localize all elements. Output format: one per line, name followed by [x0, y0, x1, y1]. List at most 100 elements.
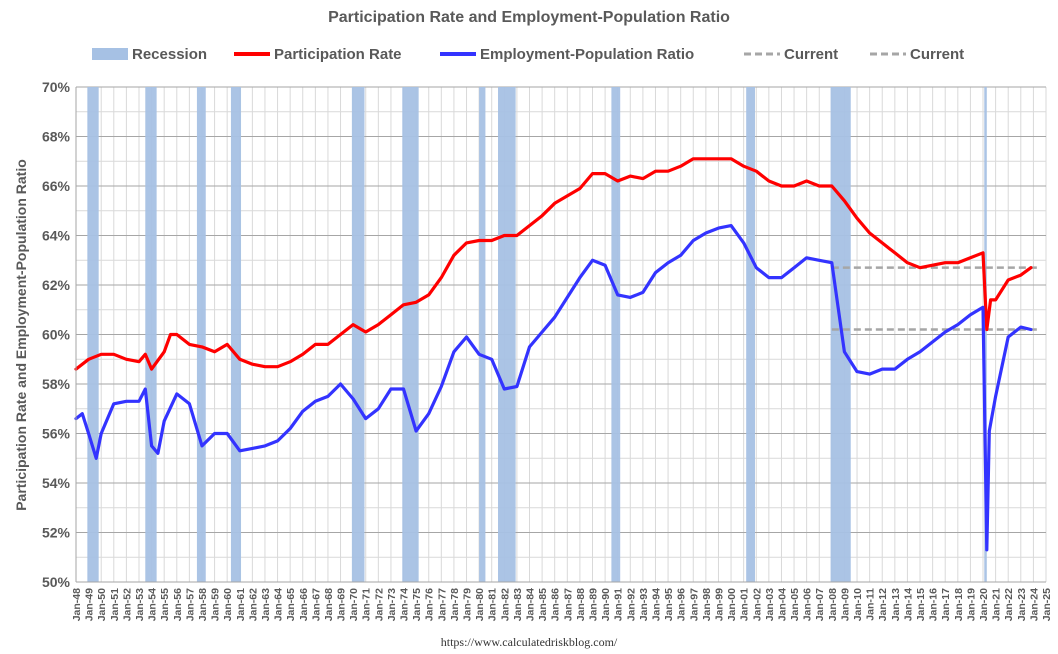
y-tick-label: 66% [42, 178, 71, 194]
x-tick-label: Jan-74 [399, 588, 411, 621]
legend-swatch [92, 48, 128, 60]
x-tick-label: Jan-04 [777, 588, 789, 621]
current-lines [831, 266, 1040, 331]
x-tick-label: Jan-49 [84, 588, 96, 621]
x-tick-label: Jan-12 [877, 588, 889, 621]
x-tick-label: Jan-52 [121, 588, 133, 621]
series-line [74, 224, 1033, 552]
x-tick-label: Jan-19 [965, 588, 977, 621]
x-tick-label: Jan-01 [739, 588, 751, 621]
x-tick-label: Jan-18 [953, 588, 965, 621]
x-tick-label: Jan-17 [940, 588, 952, 621]
x-tick-label: Jan-14 [902, 588, 914, 621]
x-tick-label: Jan-79 [462, 588, 474, 621]
x-tick-label: Jan-50 [96, 588, 108, 621]
x-tick-label: Jan-78 [449, 588, 461, 621]
chart-title: Participation Rate and Employment-Popula… [328, 9, 730, 26]
y-tick-label: 62% [42, 277, 71, 293]
x-tick-label: Jan-87 [562, 588, 574, 621]
x-tick-label: Jan-57 [184, 588, 196, 621]
x-tick-label: Jan-72 [373, 588, 385, 621]
x-tick-label: Jan-59 [210, 588, 222, 621]
y-tick-label: 68% [42, 129, 71, 145]
x-tick-label: Jan-95 [663, 588, 675, 621]
x-tick-label: Jan-64 [273, 588, 285, 621]
x-tick-label: Jan-23 [1016, 588, 1028, 621]
y-axis-label: Participation Rate and Employment-Popula… [13, 159, 29, 511]
x-tick-label: Jan-24 [1028, 588, 1040, 621]
legend-label: Current [784, 46, 838, 63]
legend-item: Recession [92, 46, 207, 63]
x-tick-label: Jan-09 [839, 588, 851, 621]
y-tick-label: 64% [42, 228, 71, 244]
x-tick-label: Jan-06 [802, 588, 814, 621]
x-tick-label: Jan-92 [625, 588, 637, 621]
y-tick-label: 60% [42, 327, 71, 343]
x-tick-label: Jan-11 [865, 588, 877, 621]
x-tick-label: Jan-66 [298, 588, 310, 621]
x-tick-label: Jan-98 [701, 588, 713, 621]
x-tick-label: Jan-69 [336, 588, 348, 621]
recession-band [611, 87, 621, 582]
x-tick-label: Jan-02 [751, 588, 763, 621]
x-tick-label: Jan-21 [991, 588, 1003, 621]
x-tick-label: Jan-05 [789, 588, 801, 621]
x-tick-label: Jan-70 [348, 588, 360, 621]
x-tick-label: Jan-88 [575, 588, 587, 621]
x-tick-label: Jan-84 [525, 588, 537, 621]
y-tick-label: 54% [42, 475, 71, 491]
x-tick-label: Jan-73 [386, 588, 398, 621]
gridlines [75, 86, 1047, 583]
y-tick-label: 58% [42, 376, 71, 392]
x-tick-label: Jan-99 [714, 588, 726, 621]
x-tick-label: Jan-62 [247, 588, 259, 621]
x-tick-label: Jan-03 [764, 588, 776, 621]
recession-band [746, 87, 755, 582]
x-tick-label: Jan-96 [676, 588, 688, 621]
x-tick-label: Jan-55 [159, 588, 171, 621]
recession-band [479, 87, 486, 582]
legend-label: Current [910, 46, 964, 63]
x-axis-ticks: Jan-48 Jan-49 Jan-50 Jan-51 Jan-52 Jan-53 Jan-… [71, 588, 1053, 621]
x-tick-label: Jan-53 [134, 588, 146, 621]
x-tick-label: Jan-25 [1041, 588, 1053, 621]
recession-band [87, 87, 99, 582]
recession-band [196, 87, 206, 582]
x-tick-label: Jan-48 [71, 588, 83, 621]
recession-band [984, 87, 987, 582]
x-tick-label: Jan-07 [814, 588, 826, 621]
y-tick-label: 56% [42, 426, 71, 442]
x-tick-label: Jan-76 [424, 588, 436, 621]
legend-item: Current [744, 46, 838, 63]
y-tick-label: 70% [42, 79, 71, 95]
x-tick-label: Jan-82 [499, 588, 511, 621]
legend: Recession Participation Rate Employment-Po… [92, 46, 964, 63]
x-tick-label: Jan-80 [474, 588, 486, 621]
recession-band [498, 87, 516, 582]
legend-item: Current [870, 46, 964, 63]
x-tick-label: Jan-75 [411, 588, 423, 621]
legend-item: Participation Rate [234, 46, 402, 63]
x-tick-label: Jan-63 [260, 588, 272, 621]
recession-band [230, 87, 242, 582]
x-tick-label: Jan-81 [487, 588, 499, 621]
recession-band [145, 87, 157, 582]
x-tick-label: Jan-58 [197, 588, 209, 621]
x-tick-label: Jan-00 [726, 588, 738, 621]
x-tick-label: Jan-67 [310, 588, 322, 621]
x-tick-label: Jan-60 [222, 588, 234, 621]
y-axis-ticks: 50% 52% 54% 56% 58% 60% 62% 64% 66% 68% 70% [42, 79, 71, 590]
source-text: https://www.calculatedriskblog.com/ [441, 635, 618, 649]
x-tick-label: Jan-13 [890, 588, 902, 621]
x-tick-label: Jan-85 [537, 588, 549, 621]
legend-label: Participation Rate [274, 46, 402, 63]
series-lines [74, 157, 1033, 552]
legend-label: Recession [132, 46, 207, 63]
legend-item: Employment-Population Ratio [440, 46, 694, 63]
x-tick-label: Jan-08 [827, 588, 839, 621]
y-tick-label: 50% [42, 574, 71, 590]
x-tick-label: Jan-54 [147, 588, 159, 621]
recession-bands [87, 87, 987, 582]
x-tick-label: Jan-20 [978, 588, 990, 621]
